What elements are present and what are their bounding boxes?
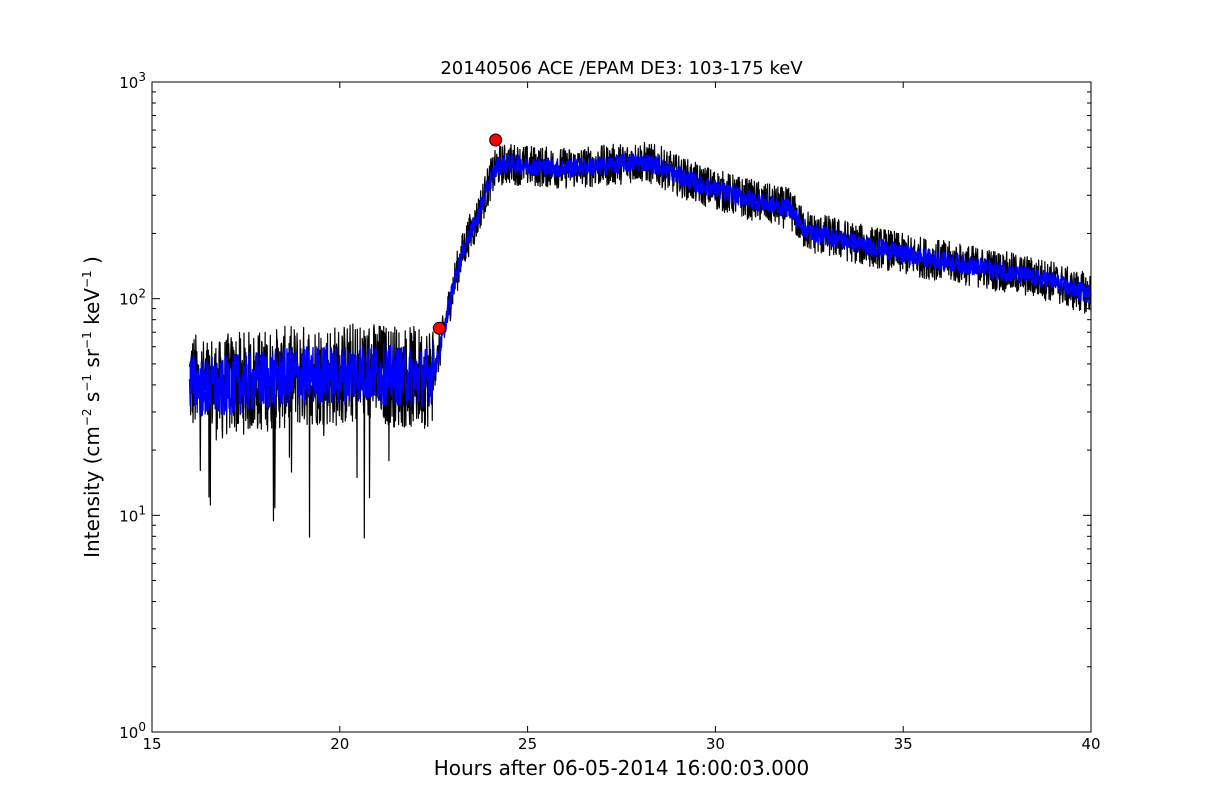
x-tick-label-3: 30 xyxy=(706,735,725,753)
x-tick-label-0: 15 xyxy=(142,735,161,753)
y-label-mid3: keV xyxy=(80,288,104,332)
y-label-exp3: −1 xyxy=(80,331,94,349)
axes-frame xyxy=(151,81,1092,733)
y-label-exp2: −1 xyxy=(80,374,94,392)
x-tick-label-2: 25 xyxy=(518,735,537,753)
y-label-mid1: s xyxy=(80,392,104,409)
x-tick-label-5: 40 xyxy=(1081,735,1100,753)
y-label-base: Intensity (cm xyxy=(80,426,104,558)
series-line-0 xyxy=(188,141,1092,539)
y-tick-label-1: 101 xyxy=(119,503,146,525)
y-tick-label-3: 103 xyxy=(119,70,146,92)
tick-layer: 15 20 25 30 35 40 100 101 102 103 xyxy=(119,70,1100,753)
x-tick-label-1: 20 xyxy=(330,735,349,753)
x-tick-label-4: 35 xyxy=(894,735,913,753)
y-label-exp1: −2 xyxy=(80,408,94,426)
x-axis-label: Hours after 06-05-2014 16:00:03.000 xyxy=(434,756,810,780)
series-layer xyxy=(188,141,1092,539)
y-label-exp4: −1 xyxy=(80,270,94,288)
marker-layer xyxy=(432,133,503,335)
y-tick-label-0: 100 xyxy=(119,720,146,742)
chart-title: 20140506 ACE /EPAM DE3: 103-175 keV xyxy=(440,58,803,79)
y-label-mid2: sr xyxy=(80,348,104,374)
marker-1 xyxy=(489,133,503,147)
y-tick-label-2: 102 xyxy=(119,287,146,309)
y-label-end: ) xyxy=(80,256,104,270)
series-line-1 xyxy=(188,153,1092,417)
marker-0 xyxy=(432,321,446,335)
y-axis-label: Intensity (cm−2 s−1 sr−1 keV−1 ) xyxy=(80,256,104,558)
